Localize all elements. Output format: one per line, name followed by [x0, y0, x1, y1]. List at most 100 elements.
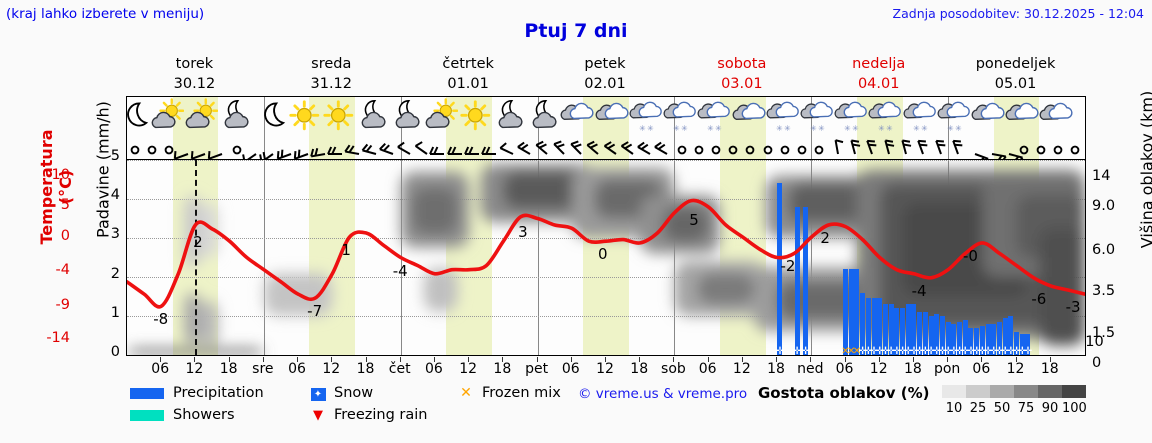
wind-calm-icon	[778, 138, 792, 156]
temperature-tick: -4	[55, 262, 70, 278]
svg-text:✳: ✳	[647, 124, 654, 133]
cloud-density-swatch	[1038, 385, 1062, 398]
cloud-density-swatch	[1062, 385, 1086, 398]
cloud-density-swatch	[990, 385, 1014, 398]
legend-snow-label: Snow	[334, 385, 374, 401]
snow-marker: ✛	[955, 346, 964, 356]
precipitation-bar	[945, 321, 951, 355]
day-date: 01.01	[447, 76, 489, 92]
x-tick-label: ned	[797, 361, 824, 377]
day-date: 03.01	[721, 76, 763, 92]
wind-barb-icon	[654, 138, 676, 159]
wind-barb-icon	[914, 138, 932, 159]
temperature-value-label: -4	[392, 261, 408, 280]
current-time-marker	[195, 160, 198, 355]
precipitation-bar	[860, 292, 866, 355]
temperature-value-label: -8	[153, 310, 169, 329]
svg-text:✳: ✳	[913, 124, 920, 133]
cloud-density-label: 75	[1017, 401, 1035, 416]
wind-calm-icon	[162, 138, 176, 156]
x-tick	[331, 357, 333, 362]
sun-icon	[321, 98, 355, 134]
precipitation-bar	[1002, 317, 1008, 355]
svg-text:✳: ✳	[844, 124, 851, 133]
x-tick-label: 12	[322, 361, 341, 377]
copyright-text[interactable]: © vreme.us & vreme.pro	[578, 386, 748, 402]
precipitation-bar	[1019, 333, 1025, 355]
moon-cloud-icon	[389, 98, 423, 134]
svg-text:✳: ✳	[673, 124, 680, 133]
temperature-value-label: 2	[820, 229, 830, 247]
temperature-tick: -14	[46, 330, 70, 346]
wind-barb-icon	[553, 138, 573, 159]
moon-cloud-icon	[492, 98, 526, 134]
moon-icon	[253, 98, 287, 134]
wind-barb-icon	[880, 138, 898, 159]
snow-marker: ✛	[792, 346, 802, 356]
x-tick	[947, 357, 949, 362]
temperature-value-label: -4	[911, 281, 927, 300]
x-tick-label: 12	[459, 361, 478, 377]
x-tick	[844, 357, 846, 362]
snow-marker: ✛	[1018, 346, 1027, 356]
precipitation-bar	[905, 304, 911, 355]
x-tick-label: 06	[972, 361, 991, 377]
legend-showers-label: Showers	[173, 407, 235, 423]
wind-barb-icon	[603, 138, 625, 159]
x-tick-label: 18	[356, 361, 375, 377]
day-header-row: torek 30.12 sreda 31.12 četrtek 01.01 petek 02.…	[126, 54, 1086, 96]
gridline	[127, 316, 1085, 317]
precipitation-bar	[777, 183, 783, 355]
x-tick	[160, 357, 162, 362]
wind-barb-icon	[429, 138, 453, 159]
cloud-height-tick: 9.0	[1092, 198, 1116, 214]
legend-showers: Showers	[130, 407, 235, 423]
gridline	[127, 277, 1085, 278]
daylight-stripe	[172, 137, 219, 159]
x-tick	[228, 357, 230, 362]
cloud-snow-icon: ✳ ✳	[937, 98, 971, 134]
wind-barb-icon	[517, 138, 539, 159]
wind-barb-icon	[326, 138, 351, 159]
x-tick	[1015, 357, 1017, 362]
day-date: 30.12	[173, 76, 216, 92]
svg-text:✳: ✳	[818, 124, 825, 133]
svg-text:✳: ✳	[681, 124, 688, 133]
x-tick	[981, 357, 983, 362]
wind-barb-icon	[415, 138, 436, 159]
x-tick-label: čet	[388, 361, 411, 377]
gridline	[127, 160, 1085, 161]
wind-calm-icon	[1051, 138, 1065, 156]
wind-calm-icon	[795, 138, 809, 156]
snow-marker: ✛	[898, 346, 907, 356]
precipitation-bar	[911, 304, 917, 355]
cloud-density-label: 25	[969, 401, 987, 416]
sun-icon	[287, 98, 321, 134]
temperature-value-label: -3	[1065, 298, 1081, 317]
cloud-density-swatch	[966, 385, 990, 398]
precipitation-tick: 0	[110, 344, 120, 360]
temperature-tick: 5	[60, 197, 70, 213]
wind-calm-icon	[230, 138, 244, 156]
menu-hint-text: (kraj lahko izberete v meniju)	[6, 6, 205, 22]
precipitation-bar	[888, 304, 894, 355]
x-tick-label: 06	[425, 361, 443, 377]
precipitation-bar	[1014, 331, 1020, 355]
cloud-icon	[595, 98, 629, 134]
frozen-mix-marker: ✕	[841, 346, 850, 356]
snow-marker: ✛	[858, 346, 867, 356]
x-tick	[639, 357, 641, 362]
day-separator	[674, 160, 676, 355]
snow-marker: ✛	[1012, 346, 1021, 356]
precipitation-bar	[991, 323, 997, 355]
x-tick	[502, 357, 504, 362]
wind-barb-icon	[846, 138, 864, 159]
precipitation-bar	[934, 314, 940, 355]
cloud-snow-icon: ✳ ✳	[629, 98, 663, 134]
wind-barb-icon	[499, 138, 522, 159]
temperature-curve	[127, 198, 1085, 309]
snow-marker: ✛	[943, 346, 953, 356]
x-tick	[570, 357, 572, 362]
snow-marker: ✛	[921, 346, 930, 356]
cloud-density-label: 10	[945, 401, 963, 416]
